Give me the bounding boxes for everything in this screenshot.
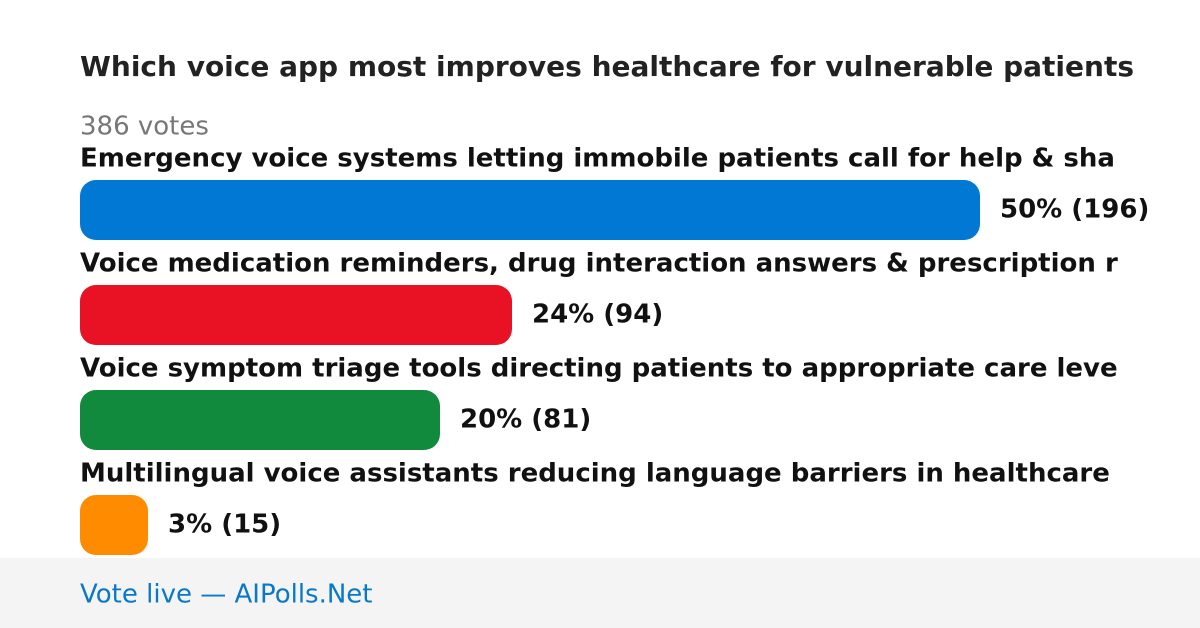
bar <box>80 180 980 240</box>
footer-link[interactable]: Vote live — AIPolls.Net <box>80 580 373 610</box>
option-label: Voice medication reminders, drug interac… <box>80 249 1118 279</box>
option-label: Emergency voice systems letting immobile… <box>80 144 1115 174</box>
footer-band <box>0 558 1200 628</box>
bar <box>80 495 148 555</box>
vote-count: 386 votes <box>80 112 209 142</box>
option-label: Voice symptom triage tools directing pat… <box>80 354 1118 384</box>
option-label: Multilingual voice assistants reducing l… <box>80 459 1110 489</box>
bar <box>80 285 512 345</box>
poll-title: Which voice app most improves healthcare… <box>80 50 1134 83</box>
value-label: 24% (94) <box>532 300 663 330</box>
value-label: 20% (81) <box>460 405 591 435</box>
value-label: 50% (196) <box>1000 195 1149 225</box>
bar <box>80 390 440 450</box>
value-label: 3% (15) <box>168 510 281 540</box>
